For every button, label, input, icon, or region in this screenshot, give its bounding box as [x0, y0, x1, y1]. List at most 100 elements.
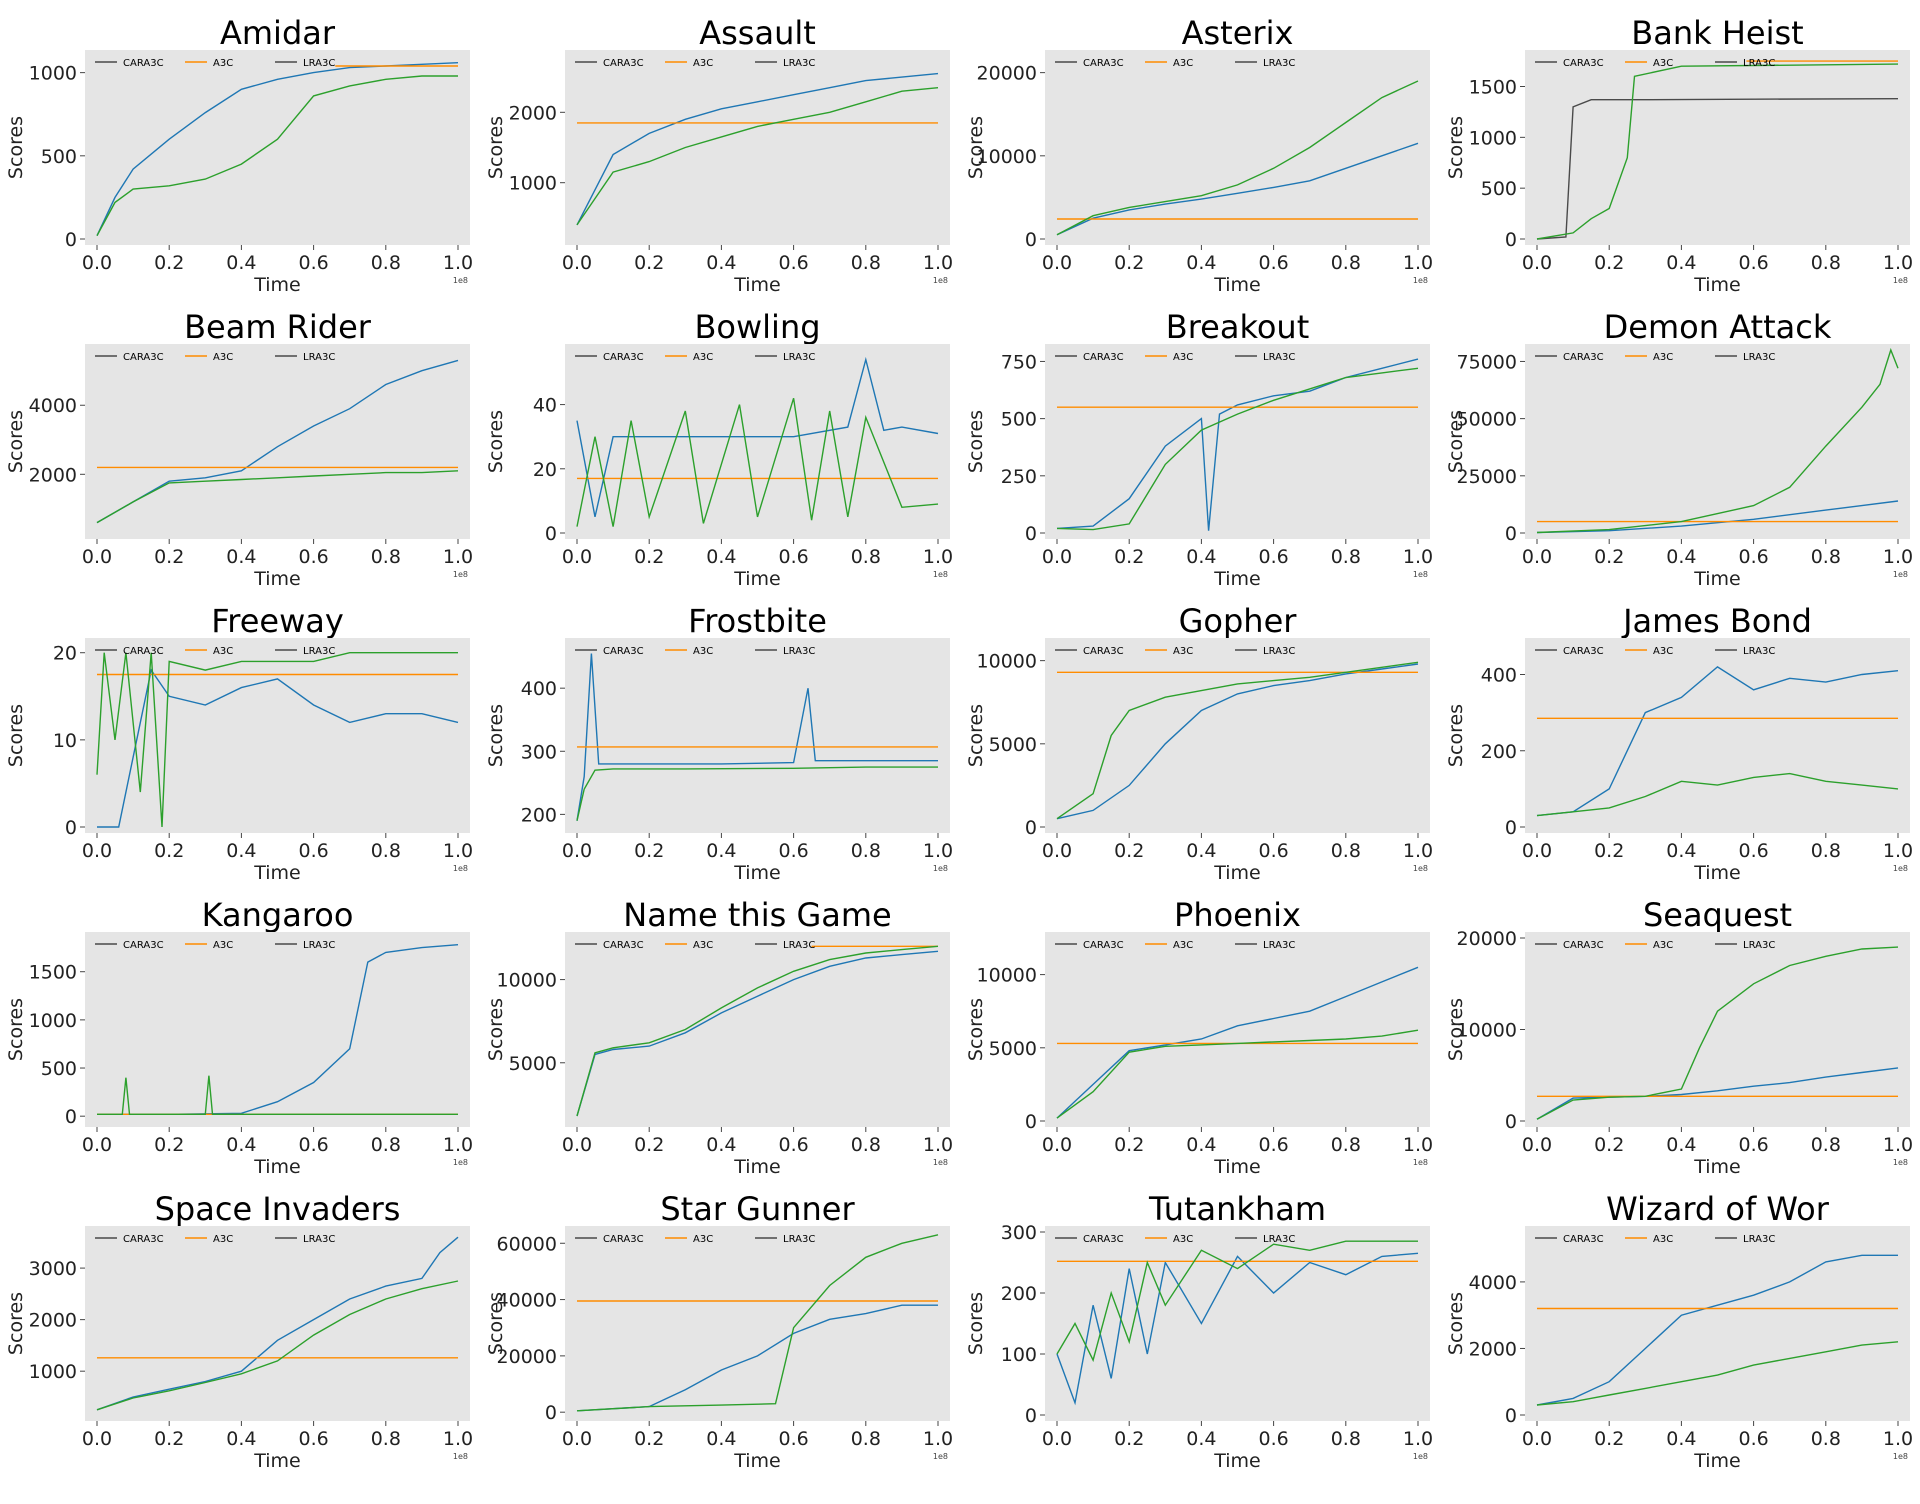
x-tick-label: 0.8	[851, 252, 881, 274]
x-axis-label: Time	[733, 568, 781, 590]
x-tick-label: 1.0	[443, 1134, 473, 1156]
chart-title: Beam Rider	[184, 308, 372, 346]
chart-space-invaders: Space Invaders 0.0 0.2 0.4 0.6 0.8 1.0 1000 2000…	[5, 1190, 473, 1472]
y-tick-label: 20	[533, 459, 557, 481]
legend-label: CARA3C	[603, 1234, 644, 1245]
x-tick-label: 0.0	[562, 840, 592, 862]
x-axis-label: Time	[253, 274, 301, 296]
legend-label: LRA3C	[783, 1234, 815, 1245]
x-tick-label: 0.2	[1114, 1134, 1144, 1156]
y-axis-label: Scores	[485, 116, 507, 179]
x-tick-label: 0.6	[1738, 252, 1768, 274]
x-tick-label: 0.0	[562, 252, 592, 274]
x-tick-label: 0.0	[82, 1134, 112, 1156]
x-tick-label: 0.2	[1594, 546, 1624, 568]
chart-phoenix: Phoenix 0.0 0.2 0.4 0.6 0.8 1.0 0 5000 10000 Time S…	[965, 896, 1433, 1178]
chart-title: Asterix	[1182, 14, 1294, 52]
x-tick-label: 0.0	[1042, 1134, 1072, 1156]
y-axis-label: Scores	[1445, 410, 1467, 473]
x-tick-label: 1.0	[923, 252, 953, 274]
x-tick-label: 0.8	[1331, 1134, 1361, 1156]
chart-title: Phoenix	[1174, 896, 1301, 934]
legend-label: A3C	[693, 352, 713, 363]
y-tick-label: 0	[1505, 817, 1517, 839]
y-tick-label: 500	[1001, 409, 1037, 431]
legend-label: A3C	[693, 646, 713, 657]
plot-area	[85, 1226, 470, 1421]
y-tick-label: 0	[65, 1106, 77, 1128]
legend-label: LRA3C	[1743, 58, 1775, 69]
legend-label: LRA3C	[783, 646, 815, 657]
x-tick-label: 0.4	[226, 1134, 256, 1156]
legend-label: LRA3C	[1263, 1234, 1295, 1245]
legend-label: LRA3C	[303, 58, 335, 69]
y-tick-label: 300	[1001, 1222, 1037, 1244]
x-tick-label: 0.8	[371, 1134, 401, 1156]
x-tick-label: 0.6	[298, 546, 328, 568]
y-tick-label: 2000	[29, 464, 77, 486]
y-tick-label: 75000	[1457, 351, 1517, 373]
series-line-lra3c	[576, 87, 939, 226]
x-multiplier: 1e8	[1893, 570, 1908, 579]
x-tick-label: 0.6	[1738, 1428, 1768, 1450]
chart-wizard-of-wor: Wizard of Wor 0.0 0.2 0.4 0.6 0.8 1.0 0 2000 4000…	[1445, 1190, 1913, 1472]
series-line-cara3c	[1056, 966, 1419, 1119]
x-tick-label: 0.4	[1666, 252, 1696, 274]
legend-label: A3C	[1173, 58, 1193, 69]
chart-title: Breakout	[1166, 308, 1310, 346]
series-line-lra3c	[96, 652, 458, 828]
x-axis-label: Time	[1213, 274, 1261, 296]
x-multiplier: 1e8	[453, 570, 468, 579]
chart-amidar: Amidar 0.0 0.2 0.4 0.6 0.8 1.0 0 500 1000 Time Scor…	[5, 14, 473, 296]
x-tick-label: 0.0	[562, 546, 592, 568]
x-tick-label: 0.2	[154, 546, 184, 568]
y-tick-label: 4000	[1469, 1272, 1517, 1294]
x-tick-label: 0.6	[778, 1428, 808, 1450]
x-axis-label: Time	[733, 274, 781, 296]
y-axis-label: Scores	[965, 998, 987, 1061]
series-line-lra3c	[96, 75, 458, 237]
x-tick-label: 0.4	[706, 546, 736, 568]
y-axis-label: Scores	[5, 410, 27, 473]
x-tick-label: 1.0	[443, 1428, 473, 1450]
y-tick-label: 0	[1505, 1111, 1517, 1133]
y-tick-label: 40	[533, 395, 557, 417]
x-tick-label: 0.8	[371, 252, 401, 274]
x-tick-label: 0.2	[634, 1428, 664, 1450]
legend-label: A3C	[693, 1234, 713, 1245]
legend-label: CARA3C	[1083, 940, 1124, 951]
y-axis-label: Scores	[5, 704, 27, 767]
x-axis-label: Time	[1213, 1450, 1261, 1472]
y-axis-label: Scores	[1445, 704, 1467, 767]
x-tick-label: 0.6	[778, 546, 808, 568]
legend-label: CARA3C	[1083, 352, 1124, 363]
y-tick-label: 0	[1025, 817, 1037, 839]
legend-label: LRA3C	[1743, 352, 1775, 363]
x-tick-label: 1.0	[1403, 252, 1433, 274]
chart-title: Tutankham	[1148, 1190, 1326, 1228]
y-tick-label: 5000	[989, 1038, 1037, 1060]
legend-label: LRA3C	[303, 646, 335, 657]
plot-area	[1525, 344, 1910, 539]
y-tick-label: 1000	[509, 173, 557, 195]
series-line-lra3c	[1536, 772, 1899, 817]
chart-frostbite: Frostbite 0.0 0.2 0.4 0.6 0.8 1.0 200 300 400 Time…	[485, 602, 953, 884]
legend-label: CARA3C	[603, 646, 644, 657]
y-tick-label: 2000	[1469, 1338, 1517, 1360]
legend-label: CARA3C	[1563, 352, 1604, 363]
chart-bowling: Bowling 0.0 0.2 0.4 0.6 0.8 1.0 0 20 40 Time Scores…	[485, 308, 953, 590]
x-tick-label: 0.6	[1738, 840, 1768, 862]
legend-label: LRA3C	[1263, 352, 1295, 363]
chart-title: Star Gunner	[660, 1190, 855, 1228]
y-tick-label: 1000	[29, 1010, 77, 1032]
chart-title: Amidar	[220, 14, 336, 52]
y-axis-label: Scores	[1445, 998, 1467, 1061]
x-tick-label: 1.0	[923, 1428, 953, 1450]
legend-label: A3C	[213, 940, 233, 951]
x-axis-label: Time	[253, 862, 301, 884]
series-line-lra3c	[96, 1280, 459, 1411]
x-tick-label: 0.6	[298, 1428, 328, 1450]
y-tick-label: 400	[1481, 665, 1517, 687]
legend-label: A3C	[1173, 352, 1193, 363]
y-tick-label: 10000	[1457, 1020, 1517, 1042]
